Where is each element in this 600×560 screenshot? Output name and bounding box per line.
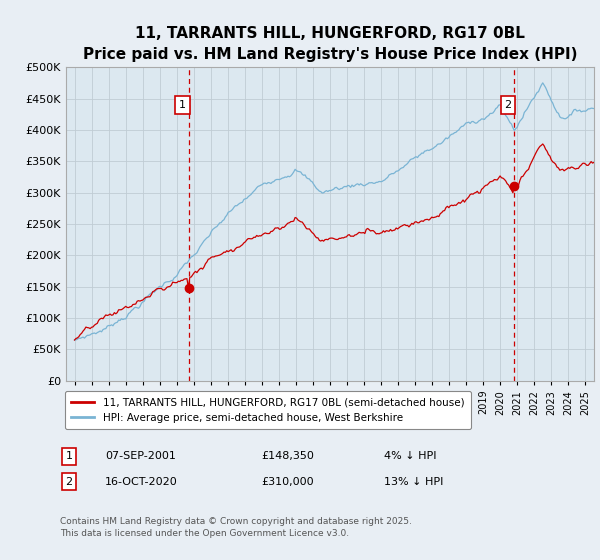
Text: 07-SEP-2001: 07-SEP-2001 [105, 451, 176, 461]
Text: 13% ↓ HPI: 13% ↓ HPI [384, 477, 443, 487]
Text: 2: 2 [505, 100, 512, 110]
Text: 16-OCT-2020: 16-OCT-2020 [105, 477, 178, 487]
Text: Contains HM Land Registry data © Crown copyright and database right 2025.: Contains HM Land Registry data © Crown c… [60, 516, 412, 526]
Text: 1: 1 [179, 100, 186, 110]
Text: 2: 2 [65, 477, 73, 487]
Legend: 11, TARRANTS HILL, HUNGERFORD, RG17 0BL (semi-detached house), HPI: Average pric: 11, TARRANTS HILL, HUNGERFORD, RG17 0BL … [65, 391, 470, 429]
Text: £310,000: £310,000 [261, 477, 314, 487]
Text: £148,350: £148,350 [261, 451, 314, 461]
Text: This data is licensed under the Open Government Licence v3.0.: This data is licensed under the Open Gov… [60, 530, 349, 539]
Title: 11, TARRANTS HILL, HUNGERFORD, RG17 0BL
Price paid vs. HM Land Registry's House : 11, TARRANTS HILL, HUNGERFORD, RG17 0BL … [83, 26, 577, 62]
Text: 1: 1 [65, 451, 73, 461]
Text: 4% ↓ HPI: 4% ↓ HPI [384, 451, 437, 461]
